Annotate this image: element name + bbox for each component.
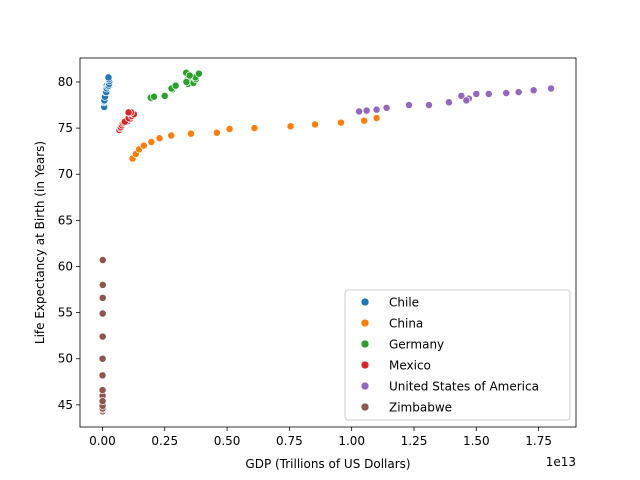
legend-label: United States of America [389, 380, 539, 394]
data-point-china [286, 122, 295, 131]
data-point-zimbabwe [98, 332, 107, 341]
y-tick-label: 70 [58, 167, 73, 181]
data-point-china [186, 129, 195, 138]
data-point-zimbabwe [98, 309, 107, 318]
data-point-chile [104, 73, 113, 82]
data-point-germany [185, 71, 194, 80]
legend-label: Chile [389, 296, 419, 310]
data-point-united-states-of-america [547, 84, 556, 93]
data-point-china [225, 125, 234, 133]
data-point-united-states-of-america [462, 96, 471, 105]
legend-label: China [389, 317, 423, 331]
x-tick-label: 0.75 [276, 434, 303, 448]
data-point-united-states-of-america [514, 88, 523, 97]
data-point-china [337, 118, 345, 127]
x-tick-label: 1.00 [338, 434, 365, 448]
data-point-china [155, 134, 164, 143]
x-tick-label: 0.25 [151, 434, 178, 448]
data-point-germany [150, 92, 158, 101]
y-axis-ticks: 45 50 55 60 65 70 75 80 [58, 75, 80, 412]
data-point-united-states-of-america [444, 98, 453, 107]
legend-marker [360, 339, 370, 349]
data-point-united-states-of-america [362, 106, 371, 115]
data-point-germany [171, 81, 180, 90]
data-point-united-states-of-america [372, 105, 381, 114]
data-point-zimbabwe [98, 371, 107, 380]
x-tick-label: 0.00 [89, 434, 116, 448]
data-point-united-states-of-america [382, 103, 391, 112]
data-point-germany [182, 78, 191, 86]
data-point-germany [194, 69, 203, 78]
x-tick-label: 1.75 [525, 434, 552, 448]
y-tick-label: 60 [58, 259, 73, 273]
data-point-zimbabwe [98, 293, 107, 302]
data-point-china [360, 116, 369, 125]
data-point-united-states-of-america [355, 107, 364, 116]
data-point-united-states-of-america [457, 91, 466, 100]
legend-label: Germany [389, 338, 444, 352]
legend-marker [360, 318, 370, 328]
legend-marker [360, 297, 370, 307]
data-point-china [250, 124, 259, 133]
x-tick-label: 1.25 [401, 434, 428, 448]
data-point-zimbabwe [98, 386, 107, 395]
data-point-zimbabwe [98, 354, 107, 363]
data-point-zimbabwe [98, 280, 107, 289]
data-point-china [139, 141, 148, 150]
data-point-united-states-of-america [424, 101, 433, 109]
data-point-germany [160, 91, 169, 100]
data-point-united-states-of-america [502, 89, 511, 98]
data-point-china [147, 137, 156, 146]
legend: Chile China Germany Mexico United States of … [344, 289, 571, 421]
data-point-china [311, 120, 319, 129]
legend-box [344, 289, 571, 421]
legend-label: Zimbabwe [389, 401, 452, 415]
data-point-zimbabwe [98, 397, 107, 406]
x-axis-title: GDP (Trillions of US Dollars) [245, 457, 410, 471]
y-axis-title: Life Expectancy at Birth (in Years) [33, 141, 47, 344]
legend-marker [360, 402, 370, 412]
x-axis-ticks: 0.00 0.25 0.50 0.75 1.00 1.25 1.50 1.75 [89, 427, 552, 448]
x-tick-label: 1.50 [463, 434, 490, 448]
y-tick-label: 45 [58, 398, 73, 412]
y-tick-label: 65 [58, 213, 73, 227]
data-point-united-states-of-america [484, 90, 493, 98]
x-tick-label: 0.50 [214, 434, 241, 448]
data-point-china [372, 114, 381, 122]
data-point-mexico [124, 108, 133, 117]
y-tick-label: 80 [58, 75, 73, 89]
data-point-united-states-of-america [472, 90, 481, 98]
x-axis-offset-label: 1e13 [546, 455, 576, 469]
plot-area-frame [79, 57, 577, 428]
data-point-united-states-of-america [405, 101, 413, 109]
legend-label: Mexico [389, 359, 431, 373]
data-points [98, 68, 556, 416]
legend-marker [360, 360, 370, 370]
data-point-china [167, 131, 176, 140]
data-point-china [212, 128, 221, 137]
legend-marker [360, 381, 370, 391]
y-tick-label: 75 [58, 121, 73, 135]
y-tick-label: 50 [58, 352, 73, 366]
data-point-united-states-of-america [529, 86, 538, 95]
y-tick-label: 55 [58, 306, 73, 320]
data-point-zimbabwe [98, 256, 107, 264]
